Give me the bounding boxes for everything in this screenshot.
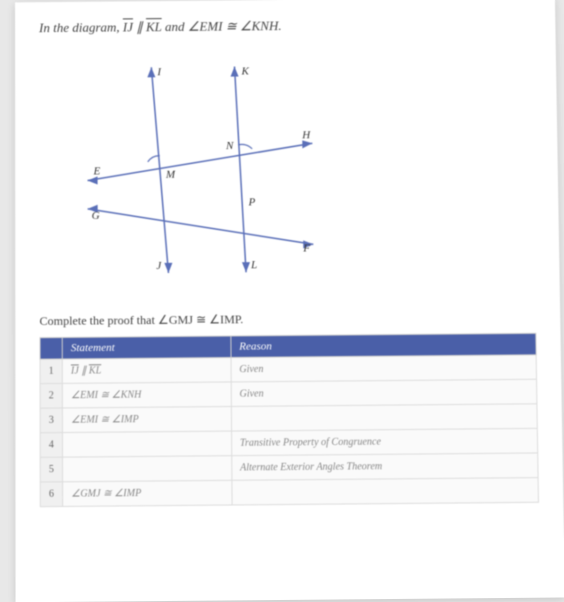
header-statement: Statement	[62, 336, 230, 359]
label-F: F	[302, 242, 310, 254]
label-I: I	[156, 66, 162, 78]
statement-cell[interactable]	[62, 431, 231, 457]
row-num: 6	[40, 482, 62, 507]
header-blank	[40, 338, 62, 360]
reason-cell[interactable]: Transitive Property of Congruence	[231, 428, 538, 455]
worksheet-page: In the diagram, IJ ∥ KL and ∠EMI ≅ ∠KNH.	[15, 0, 564, 602]
row-num: 5	[40, 457, 62, 482]
label-L: L	[250, 259, 257, 271]
reason-cell[interactable]	[231, 478, 538, 505]
row-num: 1	[40, 359, 62, 384]
proof-table: Statement Reason 1 IJ ∥ KL Given 2 ∠EMI …	[40, 333, 539, 507]
statement-cell[interactable]: ∠EMI ≅ ∠KNH	[62, 382, 231, 408]
label-G: G	[92, 210, 100, 222]
statement-cell[interactable]: ∠EMI ≅ ∠IMP	[62, 406, 231, 432]
parallel-symbol: ∥	[136, 19, 146, 34]
reason-cell[interactable]: Given	[231, 355, 537, 382]
statement-cell[interactable]	[63, 456, 232, 482]
label-H: H	[301, 129, 311, 141]
label-N: N	[225, 140, 234, 152]
label-K: K	[240, 65, 249, 77]
reason-cell[interactable]: Alternate Exterior Angles Theorem	[231, 453, 538, 480]
reason-cell[interactable]: Given	[231, 379, 537, 406]
label-E: E	[93, 165, 101, 177]
instruction-text: Complete the proof that ∠GMJ ≅ ∠IMP.	[39, 309, 536, 329]
text-prefix: In the diagram,	[39, 19, 123, 35]
row-num: 3	[40, 408, 62, 433]
row-num: 2	[40, 383, 62, 408]
label-M: M	[165, 169, 176, 181]
problem-statement: In the diagram, IJ ∥ KL and ∠EMI ≅ ∠KNH.	[39, 16, 531, 36]
statement-cell[interactable]: ∠GMJ ≅ ∠IMP	[63, 480, 232, 506]
label-P: P	[247, 196, 255, 208]
reason-cell[interactable]	[231, 404, 537, 431]
segment-kl: KL	[146, 19, 162, 34]
geometry-diagram: I K E M N H G P J L F	[69, 48, 332, 293]
table-row: 6 ∠GMJ ≅ ∠IMP	[40, 478, 538, 507]
statement-cell[interactable]: IJ ∥ KL	[62, 357, 231, 383]
header-reason: Reason	[230, 333, 536, 357]
label-J: J	[156, 260, 162, 272]
segment-ij: IJ	[123, 19, 133, 34]
text-mid: and ∠EMI ≅ ∠KNH.	[165, 18, 282, 34]
row-num: 4	[40, 433, 62, 458]
